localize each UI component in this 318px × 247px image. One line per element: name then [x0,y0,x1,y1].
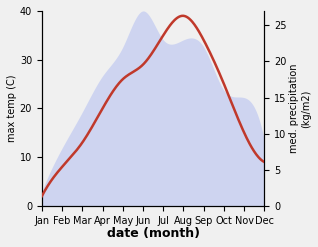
X-axis label: date (month): date (month) [107,227,200,240]
Y-axis label: med. precipitation
(kg/m2): med. precipitation (kg/m2) [289,64,311,153]
Y-axis label: max temp (C): max temp (C) [7,75,17,142]
